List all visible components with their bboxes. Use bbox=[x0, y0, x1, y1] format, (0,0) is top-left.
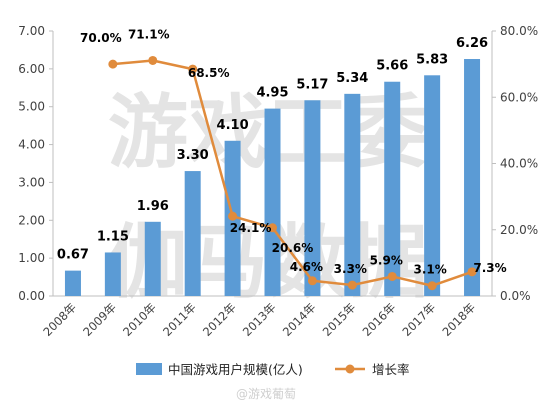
growth-value-label: 4.6% bbox=[290, 260, 323, 274]
bar-value-label: 0.67 bbox=[57, 248, 89, 263]
x-tick-label: 2018年 bbox=[439, 300, 478, 339]
growth-point bbox=[467, 267, 477, 277]
growth-point bbox=[148, 55, 158, 65]
growth-point bbox=[347, 280, 357, 290]
y-left-tick-label: 3.00 bbox=[18, 175, 45, 189]
bar-value-label: 5.66 bbox=[376, 59, 408, 74]
bar-value-label: 6.26 bbox=[456, 36, 488, 51]
legend: 中国游戏用户规模(亿人) 增长率 bbox=[136, 362, 410, 377]
y-left-tick-label: 7.00 bbox=[18, 24, 45, 38]
y-left-tick-label: 6.00 bbox=[18, 62, 45, 76]
growth-value-label: 24.1% bbox=[230, 221, 272, 235]
bar bbox=[144, 221, 161, 296]
bar bbox=[184, 171, 201, 296]
y-left-tick-label: 5.00 bbox=[18, 100, 45, 114]
x-tick-label: 2009年 bbox=[80, 300, 119, 339]
bar bbox=[384, 81, 401, 296]
bar bbox=[104, 252, 121, 296]
growth-point bbox=[307, 276, 317, 286]
growth-value-label: 71.1% bbox=[128, 27, 170, 41]
bar bbox=[264, 108, 281, 296]
bar bbox=[344, 93, 361, 296]
growth-value-label: 3.3% bbox=[334, 262, 367, 276]
credit-text: @游戏葡萄 bbox=[236, 387, 296, 401]
growth-value-label: 7.3% bbox=[473, 261, 506, 275]
growth-point bbox=[387, 271, 397, 281]
growth-line-path bbox=[112, 59, 473, 287]
growth-line bbox=[108, 55, 477, 291]
bar-value-label: 1.15 bbox=[97, 229, 129, 244]
legend-bar-swatch bbox=[136, 363, 162, 375]
bar-value-label: 3.30 bbox=[177, 148, 209, 163]
growth-point bbox=[188, 64, 198, 74]
legend-line-label: 增长率 bbox=[372, 362, 410, 377]
growth-value-label: 20.6% bbox=[272, 241, 314, 255]
growth-point bbox=[228, 211, 238, 221]
growth-value-label: 5.9% bbox=[370, 253, 403, 267]
legend-line-marker bbox=[345, 364, 355, 374]
bar-value-label: 5.17 bbox=[296, 77, 328, 92]
bar-value-label: 1.96 bbox=[137, 199, 169, 214]
growth-point bbox=[268, 223, 277, 233]
bar bbox=[304, 100, 321, 297]
y-right-tick-label: 0.0% bbox=[500, 289, 531, 303]
y-left-tick-label: 4.00 bbox=[18, 138, 45, 152]
growth-point bbox=[427, 281, 437, 291]
bar bbox=[424, 75, 441, 297]
y-left-tick-label: 0.00 bbox=[18, 289, 45, 303]
y-right-tick-label: 40.0% bbox=[500, 157, 538, 171]
y-right-tick-label: 60.0% bbox=[500, 90, 538, 104]
bar-value-label: 5.83 bbox=[416, 52, 448, 67]
growth-value-label: 3.1% bbox=[413, 263, 446, 277]
data-labels: 0.67 1.15 1.96 3.30 4.10 4.95 5.17 5.34 5.66 5.83… bbox=[57, 27, 507, 276]
y-left-tick-label: 1.00 bbox=[18, 251, 45, 265]
y-right-tick-label: 20.0% bbox=[500, 223, 538, 237]
growth-point bbox=[108, 59, 118, 69]
growth-value-label: 70.0% bbox=[80, 31, 122, 45]
y-right-tick-label: 80.0% bbox=[500, 24, 538, 38]
bar bbox=[64, 270, 81, 296]
bar-value-label: 4.10 bbox=[217, 118, 249, 133]
legend-bar-label: 中国游戏用户规模(亿人) bbox=[168, 362, 303, 377]
y-left-tick-label: 2.00 bbox=[18, 213, 45, 227]
growth-value-label: 68.5% bbox=[188, 66, 230, 80]
bar-value-label: 5.34 bbox=[336, 71, 368, 86]
x-tick-label: 2008年 bbox=[40, 300, 79, 339]
bar bbox=[464, 59, 481, 297]
bar-value-label: 4.95 bbox=[256, 86, 288, 101]
